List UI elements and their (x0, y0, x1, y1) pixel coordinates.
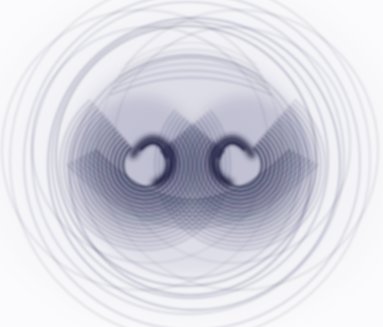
swirl-arc (158, 102, 322, 247)
swirl-arc (63, 102, 227, 247)
smile-arc (74, 159, 311, 221)
top-arc (109, 76, 273, 96)
swirl-core (129, 135, 176, 187)
inner-arcs (66, 42, 319, 229)
swirl-arc (171, 111, 309, 235)
outer-ring (47, 17, 341, 311)
swirl-hook (139, 141, 169, 159)
swirl-arc (59, 99, 231, 251)
outer-ring (31, 1, 345, 315)
swirl-arc (162, 105, 318, 243)
smile-arc (90, 151, 295, 205)
top-arc (115, 63, 267, 84)
outer-ring (51, 21, 329, 299)
swirl-hook (216, 141, 246, 159)
smile-arc (94, 149, 291, 201)
swirl-arc (154, 99, 326, 251)
swirl-arc (179, 118, 301, 226)
smile-arc (66, 163, 319, 229)
outer-ring (9, 0, 371, 327)
smile-arc (86, 153, 299, 209)
top-arc (121, 49, 261, 72)
swirl-arc (67, 105, 223, 243)
outer-ring (23, 0, 361, 327)
swirl-arc (175, 115, 305, 230)
top-arc (124, 42, 258, 66)
swirl-arc (166, 108, 314, 239)
smile-arc (70, 161, 315, 225)
swirl-core (209, 135, 256, 187)
top-arc (112, 70, 270, 90)
smile-arc (82, 155, 303, 213)
top-arc (118, 56, 264, 78)
smile-arc (78, 157, 307, 217)
